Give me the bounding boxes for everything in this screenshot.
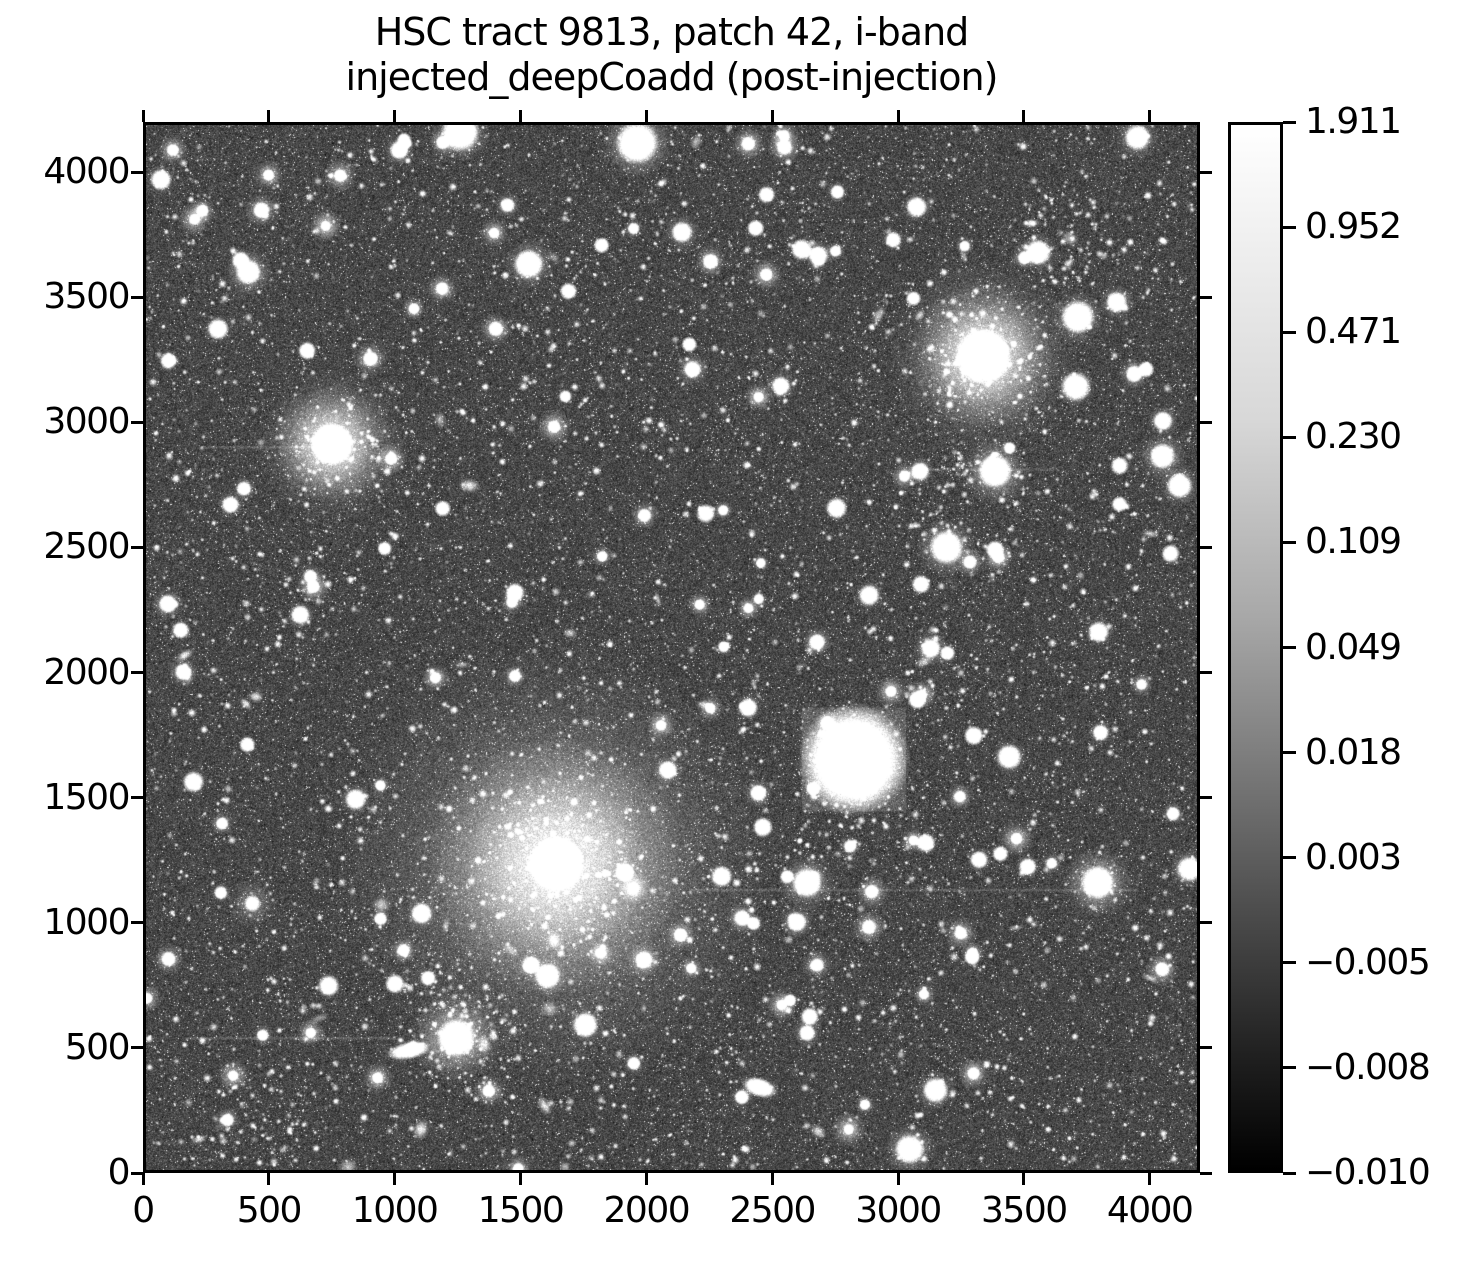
- y-tick-label: 1000: [43, 901, 130, 943]
- y-tick-label: 4000: [43, 151, 130, 193]
- colorbar-tick-mark: [1283, 646, 1296, 649]
- y-tick-mark: [131, 671, 143, 675]
- y-tick-label: 3000: [43, 401, 130, 443]
- x-tick-mark-top: [1022, 110, 1026, 122]
- x-tick-mark-top: [519, 110, 522, 122]
- y-tick-mark-right: [1200, 1046, 1212, 1050]
- x-tick-mark-top: [896, 110, 900, 122]
- x-tick-label: 3000: [855, 1190, 942, 1231]
- x-tick-mark-top: [770, 110, 774, 122]
- colorbar-tick-label: 0.230: [1305, 416, 1402, 458]
- x-tick-mark: [644, 1173, 648, 1185]
- colorbar-tick-label: 0.003: [1305, 836, 1402, 878]
- colorbar-tick-label: 0.049: [1305, 626, 1402, 668]
- y-tick-mark: [131, 170, 143, 174]
- colorbar-tick-label: 0.952: [1305, 206, 1402, 248]
- colorbar-tick-mark: [1283, 751, 1296, 755]
- x-tick-mark-top: [141, 110, 145, 122]
- y-tick-mark: [131, 295, 143, 299]
- colorbar-tick-mark: [1283, 225, 1296, 229]
- colorbar-tick-label: 0.109: [1305, 521, 1402, 563]
- colorbar-tick-label: 1.911: [1305, 101, 1402, 142]
- y-tick-mark-right: [1200, 921, 1212, 925]
- y-tick-label: 1500: [43, 776, 130, 818]
- x-tick-label: 500: [236, 1190, 303, 1231]
- x-tick-mark: [393, 1173, 397, 1185]
- colorbar-tick-label: 0.018: [1305, 731, 1402, 773]
- x-tick-mark: [519, 1173, 522, 1185]
- x-tick-mark: [896, 1173, 900, 1185]
- x-tick-mark-top: [267, 110, 271, 122]
- x-tick-mark-top: [644, 110, 648, 122]
- y-tick-mark-right: [1200, 545, 1212, 549]
- x-tick-mark: [141, 1173, 145, 1185]
- chart-title-line2: injected_deepCoadd (post-injection): [345, 55, 999, 99]
- y-tick-mark: [131, 1046, 143, 1050]
- x-tick-label: 4000: [1106, 1190, 1194, 1231]
- chart-title: HSC tract 9813, patch 42, i-band injecte…: [143, 10, 1200, 100]
- x-tick-mark: [267, 1173, 271, 1185]
- colorbar-tick-mark: [1283, 1066, 1296, 1070]
- x-tick-mark-top: [1148, 110, 1152, 122]
- sky-image: [146, 125, 1197, 1170]
- y-tick-mark-right: [1200, 796, 1212, 800]
- colorbar-tick-mark: [1283, 961, 1296, 965]
- colorbar-tick-mark: [1283, 435, 1296, 439]
- chart-title-line1: HSC tract 9813, patch 42, i-band: [374, 10, 970, 54]
- colorbar-tick-label: −0.005: [1305, 941, 1431, 983]
- colorbar-tick-mark: [1283, 1171, 1296, 1175]
- x-tick-label: 0: [132, 1190, 155, 1231]
- x-tick-label: 2500: [729, 1190, 816, 1231]
- y-tick-mark-right: [1200, 671, 1212, 675]
- y-tick-mark-right: [1200, 295, 1212, 299]
- colorbar-tick-mark: [1283, 120, 1296, 124]
- x-tick-mark: [770, 1173, 774, 1185]
- x-tick-label: 1000: [351, 1190, 439, 1231]
- colorbar: [1228, 122, 1283, 1173]
- y-tick-mark: [131, 921, 143, 925]
- y-tick-mark: [131, 420, 143, 424]
- y-tick-label: 2500: [43, 526, 130, 568]
- plot-area: [143, 122, 1200, 1173]
- colorbar-tick-mark: [1283, 856, 1296, 860]
- y-tick-mark-right: [1200, 420, 1212, 424]
- x-tick-label: 1500: [477, 1190, 565, 1231]
- x-tick-mark-top: [393, 110, 397, 122]
- colorbar-tick-mark: [1283, 540, 1296, 544]
- y-tick-label: 0: [107, 1152, 131, 1193]
- x-tick-label: 3500: [981, 1190, 1068, 1231]
- y-tick-mark: [131, 1171, 143, 1175]
- colorbar-tick-label: 0.471: [1305, 311, 1402, 353]
- x-tick-mark: [1022, 1173, 1026, 1185]
- colorbar-tick-mark: [1283, 330, 1296, 334]
- x-tick-label: 2000: [603, 1190, 691, 1231]
- y-tick-label: 3500: [43, 276, 130, 318]
- y-tick-label: 2000: [43, 651, 130, 693]
- x-tick-mark: [1148, 1173, 1152, 1185]
- colorbar-tick-label: −0.008: [1305, 1046, 1431, 1088]
- y-tick-mark-right: [1200, 170, 1212, 174]
- colorbar-tick-label: −0.010: [1305, 1152, 1431, 1193]
- y-tick-mark: [131, 796, 143, 800]
- y-tick-mark-right: [1200, 1171, 1212, 1175]
- y-tick-label: 500: [64, 1026, 131, 1068]
- y-tick-mark: [131, 545, 143, 549]
